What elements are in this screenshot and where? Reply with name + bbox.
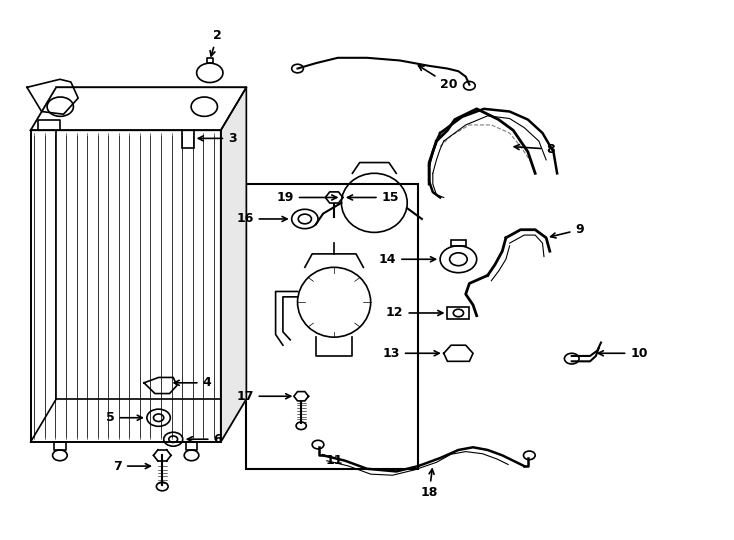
- Bar: [451, 240, 465, 246]
- Text: 17: 17: [236, 390, 291, 403]
- Text: 6: 6: [187, 433, 222, 446]
- Text: 13: 13: [382, 347, 439, 360]
- Polygon shape: [221, 87, 247, 442]
- Text: 19: 19: [277, 191, 337, 204]
- Text: 15: 15: [347, 191, 399, 204]
- Text: 18: 18: [421, 469, 438, 500]
- Text: 12: 12: [386, 307, 443, 320]
- Polygon shape: [31, 130, 221, 442]
- Polygon shape: [31, 87, 247, 130]
- Text: 7: 7: [113, 460, 150, 472]
- Text: 16: 16: [236, 212, 287, 226]
- Text: 14: 14: [379, 253, 435, 266]
- Text: 10: 10: [598, 347, 647, 360]
- Text: 3: 3: [198, 132, 236, 145]
- Text: 4: 4: [174, 376, 211, 389]
- Bar: [182, 129, 194, 148]
- Text: 11: 11: [325, 454, 343, 467]
- Bar: [448, 307, 469, 320]
- Text: 9: 9: [550, 223, 584, 238]
- Text: 8: 8: [515, 143, 555, 156]
- Text: 20: 20: [418, 66, 457, 91]
- Text: 5: 5: [106, 411, 142, 424]
- Text: 2: 2: [210, 29, 222, 56]
- Bar: [247, 184, 418, 469]
